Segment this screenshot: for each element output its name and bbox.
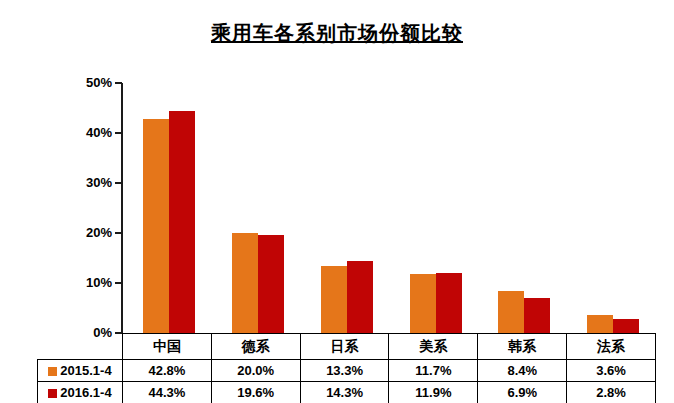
legend-swatch: [48, 389, 57, 398]
bar: [258, 235, 284, 333]
category-header: 美系: [389, 334, 478, 360]
value-cell: 11.7%: [389, 360, 478, 382]
legend-swatch: [48, 367, 57, 376]
bar: [143, 119, 169, 333]
y-tick-label: 40%: [58, 125, 112, 141]
table-header-row: 中国德系日系美系韩系法系: [38, 334, 656, 360]
table-corner-cell: [38, 334, 123, 360]
chart-canvas: 乘用车各系别市场份额比较 50%40%30%20%10%0% 中国德系日系美系韩…: [0, 0, 674, 403]
plot-area: [122, 83, 655, 333]
table-row: 2015.1-4 42.8%20.0%13.3%11.7%8.4%3.6%: [38, 360, 656, 382]
y-tick-label: 20%: [58, 225, 112, 241]
value-cell: 8.4%: [478, 360, 567, 382]
y-tick-label: 30%: [58, 175, 112, 191]
table-row: 2016.1-4 44.3%19.6%14.3%11.9%6.9%2.8%: [38, 382, 656, 403]
value-cell: 19.6%: [211, 382, 300, 403]
category-header: 韩系: [478, 334, 567, 360]
legend-cell: 2016.1-4: [38, 382, 123, 403]
value-cell: 42.8%: [123, 360, 212, 382]
y-tick-label: 50%: [58, 75, 112, 91]
value-cell: 3.6%: [567, 360, 656, 382]
bar: [498, 291, 524, 333]
bar: [587, 315, 613, 333]
bar: [169, 111, 195, 333]
bar: [321, 266, 347, 333]
legend-label: 2015.1-4: [60, 364, 111, 379]
chart-data-table: 中国德系日系美系韩系法系 2015.1-4 42.8%20.0%13.3%11.7%…: [37, 333, 656, 403]
chart-title: 乘用车各系别市场份额比较: [0, 20, 674, 47]
value-cell: 2.8%: [567, 382, 656, 403]
category-header: 法系: [567, 334, 656, 360]
value-cell: 44.3%: [123, 382, 212, 403]
value-cell: 13.3%: [300, 360, 389, 382]
bar: [410, 274, 436, 333]
y-tick-label: 10%: [58, 275, 112, 291]
bar: [436, 273, 462, 333]
value-cell: 6.9%: [478, 382, 567, 403]
legend-cell: 2015.1-4: [38, 360, 123, 382]
value-cell: 11.9%: [389, 382, 478, 403]
category-header: 中国: [123, 334, 212, 360]
value-cell: 14.3%: [300, 382, 389, 403]
bar: [613, 319, 639, 333]
bar: [524, 298, 550, 333]
value-cell: 20.0%: [211, 360, 300, 382]
category-header: 德系: [211, 334, 300, 360]
legend-label: 2016.1-4: [60, 386, 111, 401]
bar: [347, 261, 373, 333]
bar: [232, 233, 258, 333]
category-header: 日系: [300, 334, 389, 360]
